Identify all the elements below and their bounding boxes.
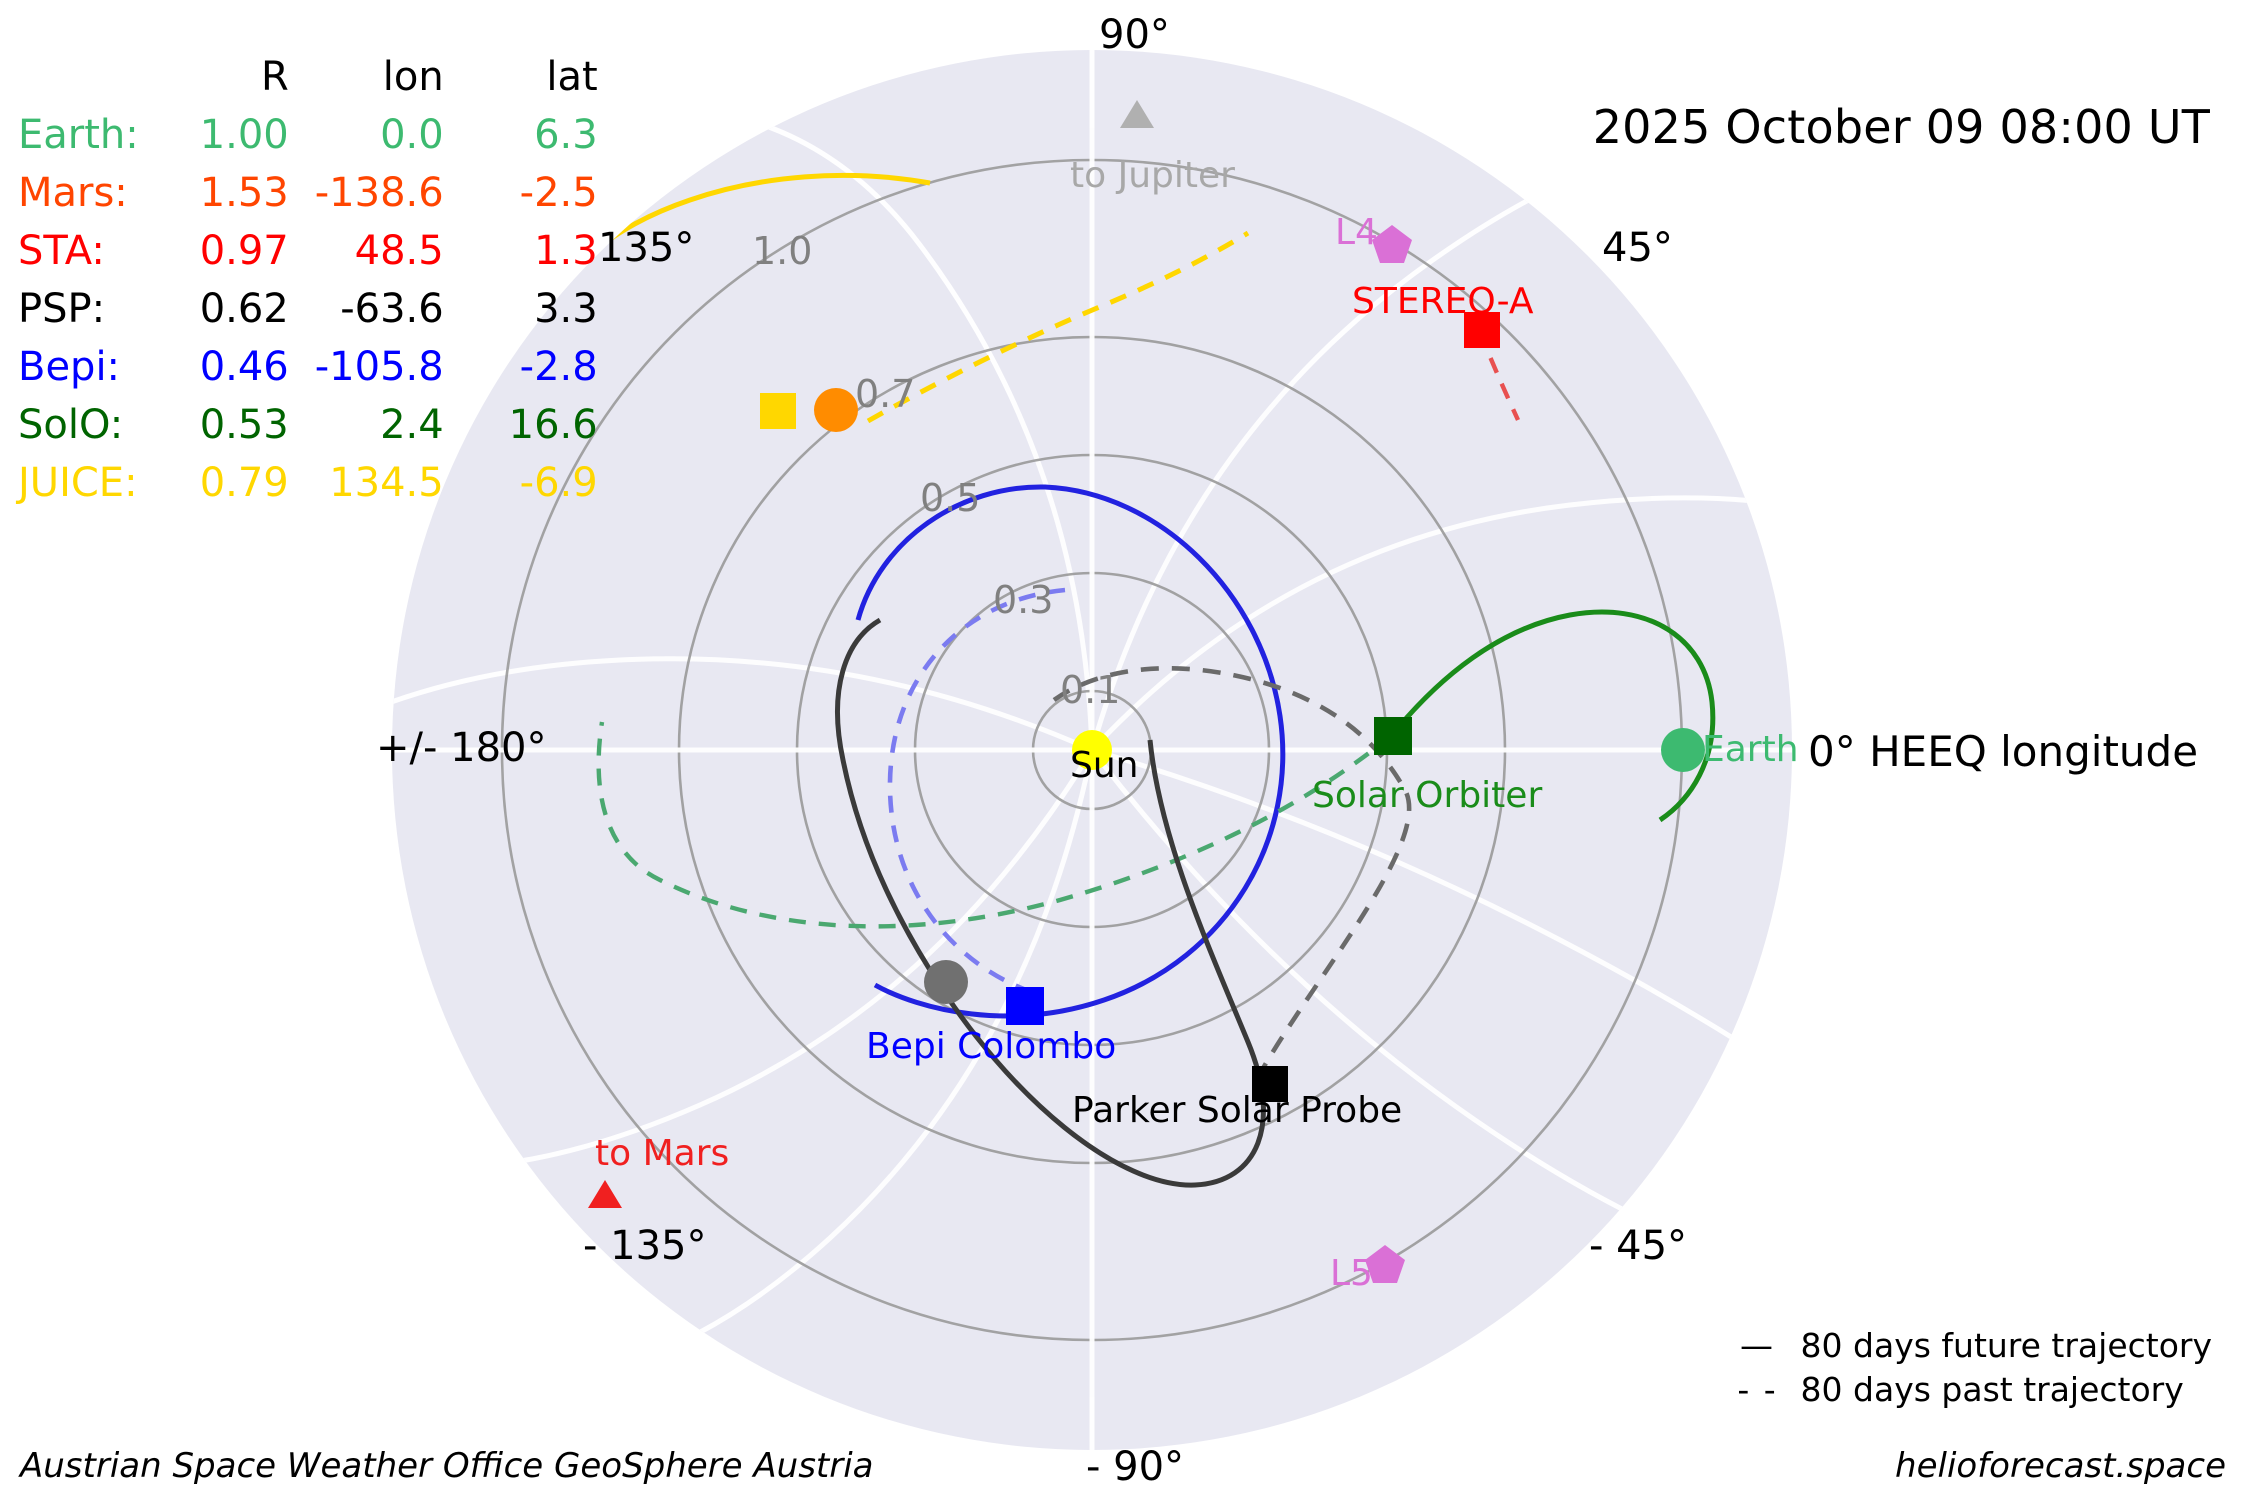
sta-lon: 48.5	[354, 228, 444, 274]
radial-label-0-3: 0.3	[993, 578, 1054, 622]
angle-label-neg135: - 135°	[583, 1223, 707, 1269]
table-row: STA: 0.97 48.5 1.3	[18, 222, 624, 280]
earth-marker[interactable]	[1661, 728, 1705, 772]
table-row: PSP: 0.62 -63.6 3.3	[18, 280, 624, 338]
bepi-colombo-label: Bepi Colombo	[866, 1026, 1117, 1067]
psp-marker[interactable]	[1252, 1066, 1288, 1102]
earth-label: Earth	[1702, 729, 1799, 770]
solid-line-icon: —	[1740, 1326, 1776, 1365]
angle-label-135: 135°	[598, 225, 695, 271]
psp-past-trajectory	[1052, 666, 1412, 1072]
solo-R: 0.53	[199, 402, 289, 448]
table-row: Mars: 1.53 -138.6 -2.5	[18, 164, 624, 222]
bepi-past-trajectory	[887, 587, 1066, 993]
dashed-line-icon: - -	[1737, 1370, 1778, 1409]
sun-marker[interactable]	[1072, 730, 1112, 770]
heeq-longitude-label: 0° HEEQ longitude	[1808, 727, 2199, 776]
l4-marker[interactable]	[1372, 225, 1412, 263]
solo-lat: 16.6	[508, 402, 598, 448]
to-mars-label: to Mars	[595, 1133, 730, 1174]
bepi-lon: -105.8	[314, 344, 444, 390]
psp-lon: -63.6	[340, 286, 444, 332]
footer-website[interactable]: helioforecast.space	[1895, 1446, 2226, 1486]
mars-marker[interactable]	[814, 388, 858, 432]
earth-lon: 0.0	[380, 112, 444, 158]
legend-row-future: — 80 days future trajectory	[1731, 1326, 2212, 1365]
l5-label: L5	[1330, 1253, 1373, 1294]
l5-marker[interactable]	[1365, 1245, 1405, 1283]
bepi-R: 0.46	[199, 344, 289, 390]
l4-label: L4	[1335, 212, 1378, 253]
radial-label-0-1: 0.1	[1060, 668, 1121, 712]
trajectory-legend: — 80 days future trajectory - - 80 days …	[1731, 1321, 2212, 1414]
header-R: R	[260, 54, 289, 100]
legend-past-text: 80 days past trajectory	[1800, 1370, 2184, 1409]
to-mars-marker[interactable]	[588, 1180, 622, 1208]
row-label-psp: PSP:	[18, 286, 106, 332]
mercury-marker[interactable]	[924, 960, 968, 1004]
solo-future-trajectory	[1390, 609, 1716, 823]
solar-orbiter-marker[interactable]	[1374, 717, 1412, 755]
row-label-sta: STA:	[18, 228, 105, 274]
angle-label-180: +/- 180°	[376, 725, 547, 771]
table-row: SolO: 0.53 2.4 16.6	[18, 396, 624, 454]
table-header-row: R lon lat	[18, 48, 624, 106]
row-label-mars: Mars:	[18, 170, 128, 216]
angle-label-90: 90°	[1099, 12, 1170, 58]
psp-lat: 3.3	[534, 286, 598, 332]
row-label-bepi: Bepi:	[18, 344, 121, 390]
stereo-a-label: STEREO-A	[1352, 281, 1534, 322]
mars-lat: -2.5	[519, 170, 598, 216]
legend-row-past: - - 80 days past trajectory	[1731, 1370, 2212, 1409]
row-label-solo: SolO:	[18, 402, 124, 448]
to-jupiter-label: to Jupiter	[1070, 155, 1235, 196]
bepi-lat: -2.8	[519, 344, 598, 390]
mars-lon: -138.6	[314, 170, 444, 216]
table-row: JUICE: 0.79 134.5 -6.9	[18, 454, 624, 512]
juice-marker[interactable]	[760, 393, 796, 429]
positions-table: R lon lat Earth: 1.00 0.0 6.3 Mars: 1.53…	[18, 48, 624, 512]
psp-future-trajectory	[835, 617, 1266, 1188]
earth-R: 1.00	[199, 112, 289, 158]
solo-past-trajectory	[596, 721, 1394, 929]
juice-past-trajectory	[866, 230, 1250, 424]
sta-R: 0.97	[199, 228, 289, 274]
solar-orbiter-label: Solar Orbiter	[1312, 775, 1543, 816]
table-row: Earth: 1.00 0.0 6.3	[18, 106, 624, 164]
header-lat: lat	[546, 54, 598, 100]
sta-lat: 1.3	[534, 228, 598, 274]
header-blank	[18, 48, 161, 106]
radial-label-0-7: 0.7	[855, 372, 916, 416]
table-row: Bepi: 0.46 -105.8 -2.8	[18, 338, 624, 396]
plot-title: 2025 October 09 08:00 UT	[1592, 100, 2210, 154]
solo-lon: 2.4	[380, 402, 444, 448]
row-label-juice: JUICE:	[18, 460, 138, 506]
parker-solar-probe-label: Parker Solar Probe	[1072, 1090, 1403, 1131]
stereo-a-marker[interactable]	[1464, 312, 1500, 348]
angle-label-neg45: - 45°	[1589, 1223, 1688, 1269]
angle-label-neg90: - 90°	[1086, 1444, 1185, 1490]
earth-lat: 6.3	[534, 112, 598, 158]
mars-R: 1.53	[199, 170, 289, 216]
legend-future-text: 80 days future trajectory	[1800, 1326, 2212, 1365]
row-label-earth: Earth:	[18, 112, 139, 158]
footer-organization: Austrian Space Weather Office GeoSphere …	[20, 1446, 874, 1486]
juice-lon: 134.5	[329, 460, 444, 506]
juice-lat: -6.9	[519, 460, 598, 506]
psp-R: 0.62	[199, 286, 289, 332]
sun-label: Sun	[1070, 745, 1139, 786]
juice-R: 0.79	[199, 460, 289, 506]
bepi-colombo-marker[interactable]	[1006, 987, 1044, 1025]
radial-label-1-0: 1.0	[752, 229, 813, 273]
to-jupiter-marker[interactable]	[1120, 100, 1154, 128]
header-lon: lon	[382, 54, 444, 100]
radial-label-0-5: 0.5	[920, 476, 981, 520]
angle-label-45: 45°	[1602, 225, 1673, 271]
